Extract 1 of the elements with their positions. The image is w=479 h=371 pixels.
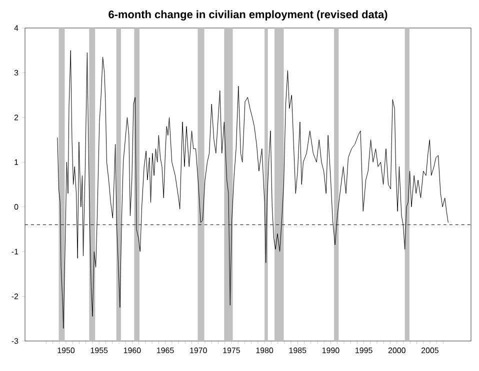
chart-title: 6-month change in civilian employment (revised data) <box>108 10 388 21</box>
